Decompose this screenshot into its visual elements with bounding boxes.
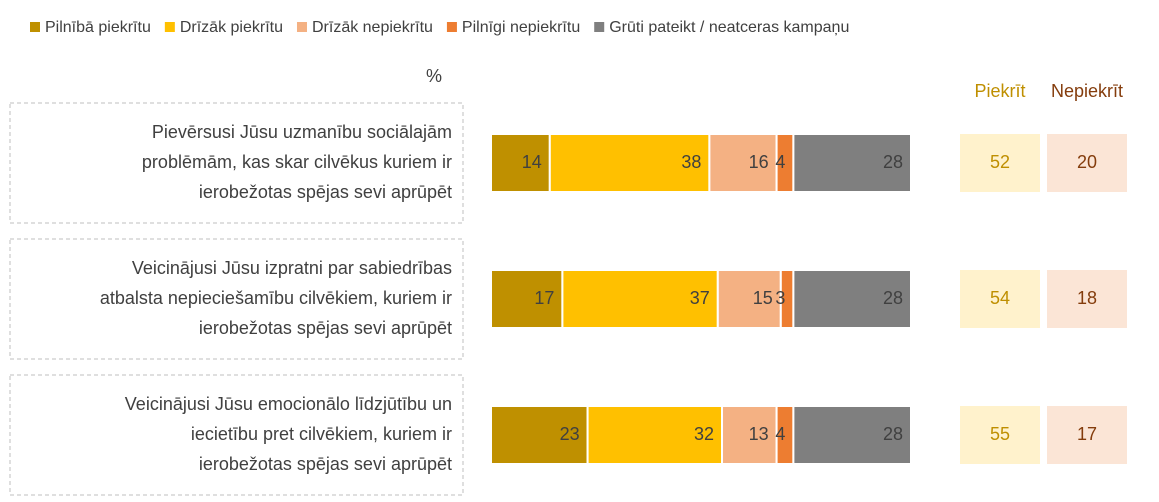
data-label: 28 (883, 152, 903, 172)
summary-box (960, 406, 1040, 464)
category-label: Pievērsusi Jūsu uzmanību sociālajām (152, 122, 452, 142)
summary-value: 20 (1077, 152, 1097, 172)
summary-box (960, 134, 1040, 192)
bar-segment (792, 269, 913, 329)
category-label: iecietību pret cilvēkiem, kuriem ir (191, 424, 452, 444)
data-label: 4 (775, 152, 785, 172)
legend-label: Drīzāk nepiekrītu (312, 19, 433, 36)
data-label: 4 (775, 424, 785, 444)
category-label: ierobežotas spējas sevi aprūpēt (199, 182, 452, 202)
bar-segment (792, 405, 913, 465)
data-label: 16 (749, 152, 769, 172)
category-label: Veicinājusi Jūsu izpratni par sabiedrība… (132, 258, 452, 278)
category-label: atbalsta nepieciešamību cilvēkiem, kurie… (100, 288, 452, 308)
summary-header: Nepiekrīt (1051, 81, 1123, 101)
data-label: 23 (560, 424, 580, 444)
legend-swatch (446, 22, 457, 32)
category-label: ierobežotas spējas sevi aprūpēt (199, 318, 452, 338)
summary-header: Piekrīt (974, 81, 1025, 101)
bar-segment (586, 405, 723, 465)
category-box (9, 102, 464, 224)
data-label: 37 (690, 288, 710, 308)
data-label: 13 (749, 424, 769, 444)
category-label: problēmām, kas skar cilvēkus kuriem ir (142, 152, 452, 172)
legend-label: Pilnīgi nepiekrītu (462, 19, 580, 36)
bar-segment (708, 133, 778, 193)
summary-value: 54 (990, 288, 1010, 308)
summary-box (1047, 134, 1127, 192)
category-box (9, 238, 464, 360)
bar-segment (792, 133, 913, 193)
legend-label: Grūti pateikt / neatceras kampaņu (609, 19, 849, 36)
data-label: 32 (694, 424, 714, 444)
summary-box (960, 270, 1040, 328)
category-box (9, 374, 464, 496)
summary-box (1047, 406, 1127, 464)
bar-segment (721, 405, 778, 465)
category-label: ierobežotas spējas sevi aprūpēt (199, 454, 452, 474)
legend-swatch (30, 22, 40, 32)
unit-label: % (426, 66, 442, 86)
data-label: 38 (681, 152, 701, 172)
bar-segment (490, 405, 589, 465)
summary-value: 55 (990, 424, 1010, 444)
bar-segment (561, 269, 719, 329)
data-label: 14 (522, 152, 542, 172)
summary-value: 17 (1077, 424, 1097, 444)
legend-label: Drīzāk piekrītu (180, 19, 283, 36)
summary-value: 52 (990, 152, 1010, 172)
data-label: 3 (775, 288, 785, 308)
data-label: 17 (534, 288, 554, 308)
bar-segment (490, 133, 551, 193)
legend-swatch (296, 22, 307, 32)
category-label: Veicinājusi Jūsu emocionālo līdzjūtību u… (125, 394, 452, 414)
summary-value: 18 (1077, 288, 1097, 308)
bar-segment (490, 269, 564, 329)
legend-swatch (594, 22, 605, 32)
data-label: 28 (883, 288, 903, 308)
legend-swatch (164, 22, 175, 32)
data-label: 28 (883, 424, 903, 444)
summary-box (1047, 270, 1127, 328)
bar-segment (548, 133, 711, 193)
data-label: 15 (753, 288, 773, 308)
legend-label: Pilnībā piekrītu (45, 19, 151, 36)
